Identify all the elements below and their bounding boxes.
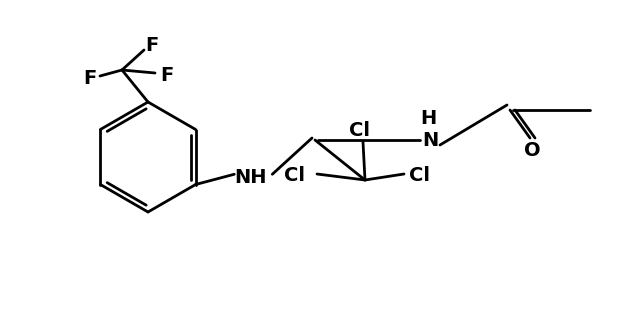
Text: F: F — [145, 36, 159, 55]
Text: F: F — [161, 66, 173, 84]
Text: N: N — [422, 131, 438, 149]
Text: Cl: Cl — [410, 165, 431, 185]
Text: O: O — [524, 140, 540, 159]
Text: H: H — [420, 109, 436, 128]
Text: F: F — [83, 68, 97, 87]
Text: Cl: Cl — [349, 121, 371, 139]
Text: Cl: Cl — [285, 165, 305, 185]
Text: NH: NH — [234, 168, 267, 187]
